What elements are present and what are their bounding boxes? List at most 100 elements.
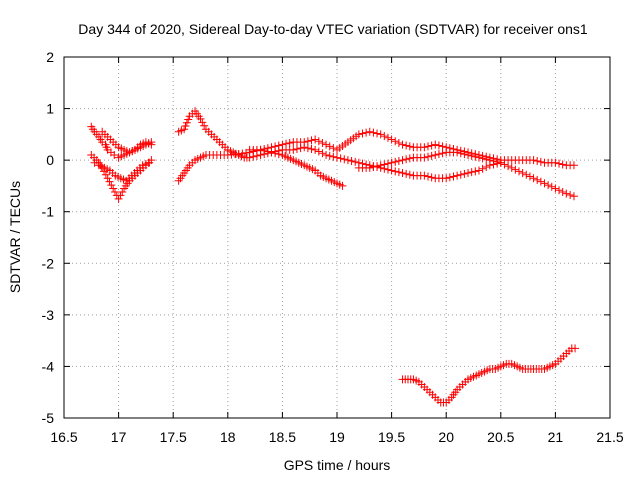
y-axis-label: SDTVAR / TECUs xyxy=(7,181,23,293)
data-point xyxy=(471,152,480,161)
data-point xyxy=(271,149,280,158)
data-point xyxy=(427,173,436,182)
data-point xyxy=(398,169,407,178)
data-point xyxy=(376,130,385,139)
data-point xyxy=(405,154,414,163)
data-point xyxy=(383,133,392,142)
data-point xyxy=(376,161,385,170)
data-point xyxy=(536,177,545,186)
data-point xyxy=(555,159,564,168)
data-point xyxy=(391,137,400,146)
data-point xyxy=(365,163,374,172)
data-point xyxy=(424,142,432,151)
y-axis-ticks: -5 -4 -3 -2 -1 0 1 2 xyxy=(42,49,610,426)
data-point xyxy=(496,158,505,167)
data-point xyxy=(555,186,564,195)
data-point xyxy=(398,140,407,149)
y-tick-label: 1 xyxy=(46,101,54,117)
data-point xyxy=(551,184,560,193)
data-point xyxy=(260,146,269,155)
x-tick-label: 19 xyxy=(329,429,345,445)
x-tick-label: 19.5 xyxy=(378,429,405,445)
data-point xyxy=(420,153,429,162)
data-point xyxy=(402,169,411,178)
data-point xyxy=(365,127,374,136)
data-point xyxy=(474,153,483,162)
data-point xyxy=(434,141,443,150)
data-point xyxy=(322,140,331,149)
data-point xyxy=(380,132,389,141)
data-point xyxy=(101,170,110,179)
data-point xyxy=(562,189,571,198)
chart-title: Day 344 of 2020, Sidereal Day-to-day VTE… xyxy=(78,21,588,37)
data-point xyxy=(566,190,575,199)
data-point xyxy=(358,129,367,138)
data-point xyxy=(529,174,538,183)
data-point xyxy=(318,149,327,158)
data-point xyxy=(278,140,287,149)
data-point xyxy=(493,157,502,166)
series-track-3 xyxy=(98,127,156,157)
data-point xyxy=(474,166,483,175)
series-track-1 xyxy=(87,122,156,162)
data-point xyxy=(285,138,294,147)
data-point xyxy=(387,158,396,167)
data-point xyxy=(558,187,567,196)
x-axis-ticks: 16.5 17 17.5 18 18.5 19 19.5 20 20.5 21 21.5 xyxy=(50,57,624,445)
data-point xyxy=(558,160,567,169)
data-point xyxy=(518,169,527,178)
data-point xyxy=(340,155,349,164)
data-point xyxy=(180,125,189,134)
data-point xyxy=(343,156,352,165)
data-point xyxy=(300,138,309,147)
data-point xyxy=(431,150,440,159)
series-track-6 xyxy=(174,127,578,185)
data-point xyxy=(362,128,371,137)
data-point xyxy=(536,157,545,166)
data-point xyxy=(405,170,414,179)
data-point xyxy=(544,181,553,190)
data-point xyxy=(402,141,411,150)
x-tick-label: 20 xyxy=(438,429,454,445)
data-point xyxy=(336,154,345,163)
data-point xyxy=(314,147,323,156)
data-point xyxy=(394,157,403,166)
data-point xyxy=(110,150,119,159)
data-point xyxy=(380,160,389,169)
data-point xyxy=(547,182,556,191)
data-point xyxy=(289,145,298,154)
data-point xyxy=(109,184,118,193)
data-point xyxy=(314,137,323,146)
data-point xyxy=(184,115,193,124)
data-point xyxy=(405,142,414,151)
data-point xyxy=(467,168,476,177)
data-point xyxy=(114,194,123,203)
data-point xyxy=(420,143,429,152)
data-point xyxy=(394,138,403,147)
x-tick-label: 18 xyxy=(220,429,236,445)
data-point xyxy=(90,158,99,167)
x-tick-label: 21 xyxy=(548,429,564,445)
x-tick-label: 17.5 xyxy=(160,429,187,445)
data-point xyxy=(110,187,119,196)
data-point xyxy=(373,162,382,171)
data-point xyxy=(263,147,272,156)
data-point xyxy=(383,159,392,168)
data-point xyxy=(522,170,531,179)
data-point xyxy=(394,168,403,177)
y-tick-label: -2 xyxy=(42,255,55,271)
data-point xyxy=(256,145,265,154)
data-point xyxy=(515,167,523,176)
data-point xyxy=(282,139,291,148)
data-point xyxy=(307,144,316,153)
data-point xyxy=(138,161,147,170)
data-point xyxy=(147,138,156,147)
y-tick-label: -5 xyxy=(42,410,55,426)
x-axis-label: GPS time / hours xyxy=(284,457,391,473)
data-point xyxy=(267,148,276,157)
y-tick-label: -3 xyxy=(42,307,55,323)
data-point xyxy=(434,150,443,159)
x-tick-label: 18.5 xyxy=(269,429,296,445)
data-point xyxy=(460,169,469,178)
series-track-8 xyxy=(354,148,505,172)
